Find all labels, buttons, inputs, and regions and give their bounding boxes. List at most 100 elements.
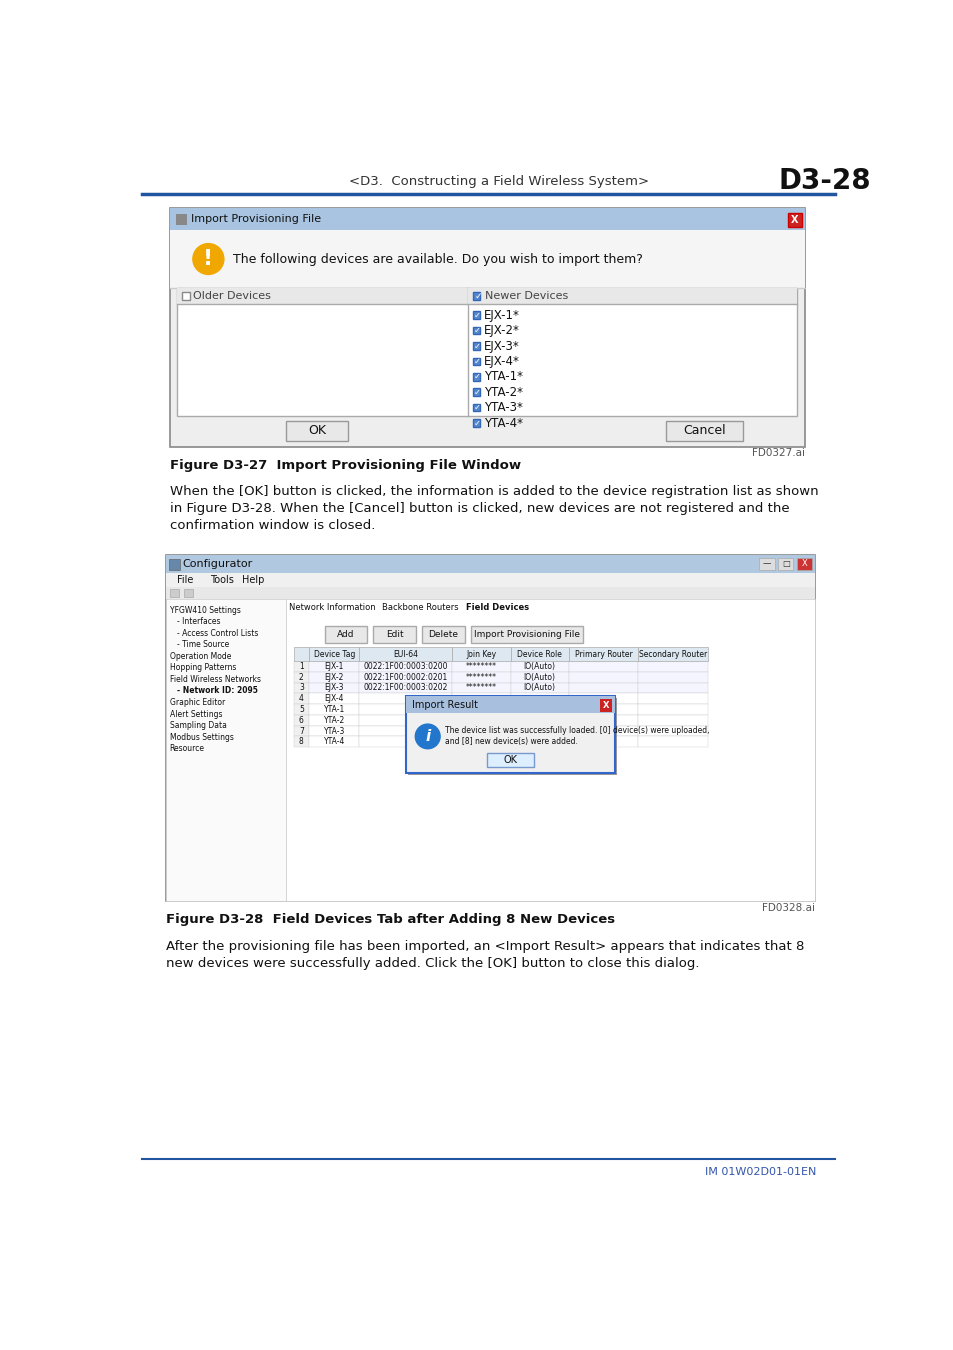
Text: Device Role: Device Role: [517, 649, 561, 659]
Text: - Time Source: - Time Source: [177, 640, 230, 649]
Text: Help: Help: [242, 575, 265, 585]
Bar: [287, 599, 376, 617]
Text: IO(Auto): IO(Auto): [523, 672, 555, 682]
Text: 2: 2: [298, 672, 303, 682]
Text: - Interfaces: - Interfaces: [177, 617, 221, 626]
Bar: [787, 213, 801, 227]
Bar: [294, 716, 309, 726]
Text: FD0327.ai: FD0327.ai: [751, 448, 804, 459]
Bar: [294, 647, 309, 662]
Text: EJX-2*: EJX-2*: [484, 324, 519, 338]
Bar: [472, 292, 480, 300]
Text: ✓: ✓: [474, 327, 480, 335]
Text: File: File: [177, 575, 193, 585]
Bar: [359, 726, 452, 736]
Text: D3-28: D3-28: [778, 167, 870, 196]
Bar: [638, 662, 707, 672]
Bar: [510, 647, 568, 662]
Text: Resource: Resource: [170, 744, 204, 753]
Text: 6: 6: [298, 716, 303, 725]
Bar: [373, 626, 416, 643]
Bar: [359, 736, 452, 747]
Text: Import Provisioning File: Import Provisioning File: [192, 215, 321, 224]
Text: The device list was successfully loaded. [0] device(s) were uploaded,: The device list was successfully loaded.…: [444, 726, 708, 734]
Bar: [309, 672, 359, 683]
Text: Device Tag: Device Tag: [314, 649, 355, 659]
Bar: [487, 753, 534, 767]
Bar: [407, 698, 617, 775]
Bar: [406, 697, 615, 713]
Bar: [638, 683, 707, 694]
Text: new devices were successfully added. Click the [OK] button to close this dialog.: new devices were successfully added. Cli…: [166, 957, 699, 969]
Bar: [796, 558, 811, 570]
Bar: [166, 574, 815, 587]
Text: Add: Add: [336, 630, 355, 640]
Text: Modbus Settings: Modbus Settings: [170, 733, 233, 741]
Text: OK: OK: [308, 424, 326, 437]
Bar: [472, 420, 480, 427]
Bar: [452, 716, 510, 726]
Text: 4: 4: [298, 694, 303, 703]
Text: FD0328.ai: FD0328.ai: [761, 903, 815, 913]
Bar: [468, 288, 797, 305]
Bar: [638, 672, 707, 683]
Text: ✓: ✓: [474, 387, 480, 397]
Text: YTA-3*: YTA-3*: [484, 401, 522, 414]
Text: EJX-3*: EJX-3*: [484, 340, 519, 352]
Text: Field Devices: Field Devices: [465, 603, 529, 613]
Text: 1: 1: [298, 662, 303, 671]
Bar: [452, 736, 510, 747]
Bar: [294, 705, 309, 716]
Text: Edit: Edit: [386, 630, 403, 640]
Text: X: X: [801, 559, 806, 568]
Text: Hopping Patterns: Hopping Patterns: [170, 663, 235, 672]
Bar: [309, 716, 359, 726]
Text: YTA-4: YTA-4: [323, 737, 345, 747]
Bar: [638, 716, 707, 726]
Bar: [510, 694, 568, 705]
Bar: [472, 312, 480, 319]
Bar: [510, 662, 568, 672]
Text: Cancel: Cancel: [682, 424, 725, 437]
Bar: [463, 599, 531, 617]
Bar: [177, 288, 468, 305]
Bar: [638, 694, 707, 705]
Bar: [309, 683, 359, 694]
Bar: [638, 647, 707, 662]
Bar: [452, 705, 510, 716]
Circle shape: [193, 243, 224, 274]
Bar: [406, 697, 615, 774]
Bar: [638, 736, 707, 747]
Text: EJX-3: EJX-3: [324, 683, 344, 693]
Text: ********: ********: [466, 683, 497, 693]
Bar: [472, 404, 480, 412]
Text: and [8] new device(s) were added.: and [8] new device(s) were added.: [444, 737, 577, 745]
Text: IO(Auto): IO(Auto): [523, 662, 555, 671]
Text: When the [OK] button is clicked, the information is added to the device registra: When the [OK] button is clicked, the inf…: [170, 486, 818, 498]
Bar: [182, 292, 190, 300]
Text: YTA-3: YTA-3: [323, 726, 345, 736]
Text: EJX-4*: EJX-4*: [484, 355, 519, 369]
Bar: [472, 373, 480, 381]
Text: Sampling Data: Sampling Data: [170, 721, 226, 730]
Text: !: !: [203, 248, 213, 269]
Text: ✓: ✓: [474, 342, 480, 351]
Text: in Figure D3-28. When the [Cancel] button is clicked, new devices are not regist: in Figure D3-28. When the [Cancel] butto…: [170, 502, 788, 516]
Text: 7: 7: [298, 726, 303, 736]
Bar: [452, 647, 510, 662]
Text: EJX-4: EJX-4: [324, 694, 344, 703]
Bar: [778, 558, 793, 570]
Bar: [294, 683, 309, 694]
Bar: [359, 705, 452, 716]
Text: EUI-64: EUI-64: [393, 649, 418, 659]
Bar: [422, 626, 464, 643]
Text: After the provisioning file has been imported, an <Import Result> appears that i: After the provisioning file has been imp…: [166, 940, 803, 953]
Bar: [294, 662, 309, 672]
Bar: [471, 626, 583, 643]
Text: Secondary Router: Secondary Router: [639, 649, 707, 659]
Bar: [177, 288, 797, 416]
Text: Primary Router: Primary Router: [574, 649, 632, 659]
Bar: [568, 672, 638, 683]
Bar: [166, 555, 815, 902]
Bar: [472, 358, 480, 366]
